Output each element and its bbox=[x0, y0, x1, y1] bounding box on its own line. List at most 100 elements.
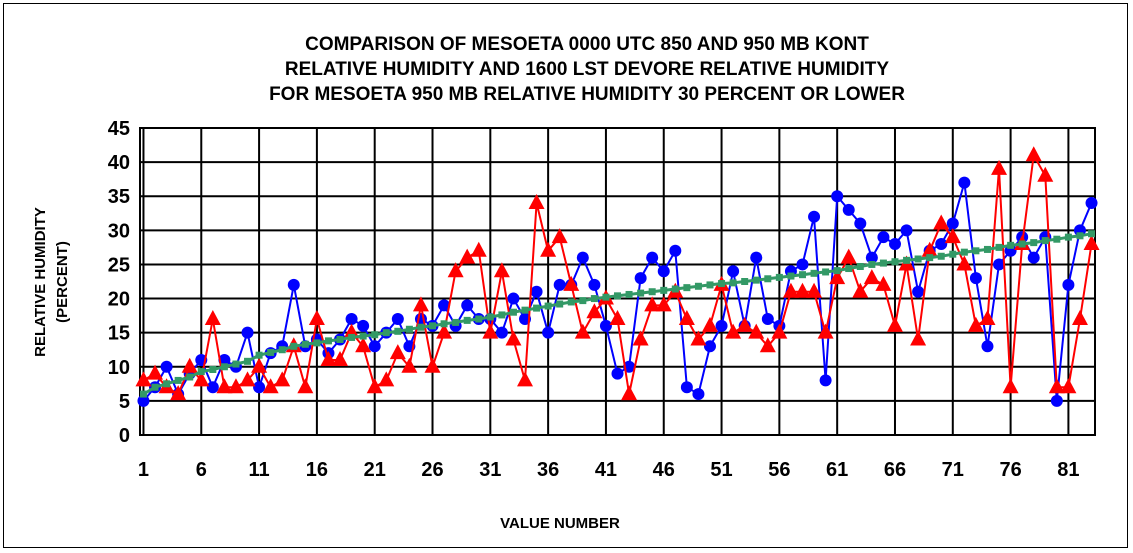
data-point bbox=[969, 272, 982, 285]
data-point bbox=[553, 278, 566, 291]
data-point bbox=[297, 378, 314, 394]
data-point bbox=[186, 373, 194, 381]
data-point bbox=[1002, 378, 1019, 394]
data-point bbox=[438, 299, 451, 312]
data-point bbox=[660, 286, 668, 294]
data-point bbox=[507, 292, 520, 305]
y-tick-label: 35 bbox=[108, 186, 130, 208]
data-point bbox=[382, 329, 390, 337]
x-tick-label: 31 bbox=[479, 459, 501, 481]
data-point bbox=[417, 323, 425, 331]
data-point bbox=[563, 275, 580, 291]
x-tick-label: 56 bbox=[768, 459, 790, 481]
data-point bbox=[206, 381, 219, 394]
chart-title-line: RELATIVE HUMIDITY AND 1600 LST DEVORE RE… bbox=[285, 59, 890, 80]
data-point bbox=[683, 284, 691, 292]
data-point bbox=[540, 241, 557, 257]
data-point bbox=[718, 280, 726, 288]
data-point bbox=[345, 313, 358, 326]
y-tick-label: 40 bbox=[108, 152, 130, 174]
data-point bbox=[819, 374, 832, 387]
data-point bbox=[817, 323, 834, 339]
data-point bbox=[232, 360, 240, 368]
data-point bbox=[764, 275, 772, 283]
data-point bbox=[290, 342, 298, 350]
data-point bbox=[389, 344, 406, 360]
data-point bbox=[748, 323, 765, 339]
data-point bbox=[715, 319, 728, 332]
data-point bbox=[991, 159, 1008, 175]
data-point bbox=[1062, 278, 1075, 291]
chart-series bbox=[135, 146, 1100, 407]
data-point bbox=[877, 231, 890, 244]
data-point bbox=[391, 313, 404, 326]
data-point bbox=[244, 357, 252, 365]
data-point bbox=[671, 285, 679, 293]
data-point bbox=[371, 331, 379, 339]
data-point bbox=[482, 323, 499, 339]
data-point bbox=[1064, 233, 1072, 241]
data-point bbox=[255, 351, 263, 359]
data-point bbox=[528, 194, 545, 210]
data-point bbox=[1041, 237, 1049, 245]
data-point bbox=[139, 390, 147, 398]
data-point bbox=[692, 388, 705, 401]
x-tick-label: 41 bbox=[595, 459, 617, 481]
data-point bbox=[551, 228, 568, 244]
data-point bbox=[1030, 239, 1038, 247]
data-point bbox=[216, 378, 233, 394]
data-point bbox=[822, 268, 830, 276]
data-point bbox=[320, 350, 337, 366]
data-point bbox=[241, 326, 254, 339]
data-point bbox=[958, 176, 971, 189]
series-square bbox=[139, 230, 1096, 398]
data-point bbox=[981, 340, 994, 353]
y-axis-label-line: RELATIVE HUMIDITY bbox=[32, 207, 49, 357]
data-point bbox=[394, 327, 402, 335]
data-point bbox=[579, 297, 587, 305]
data-point bbox=[147, 364, 164, 380]
data-point bbox=[1060, 378, 1077, 394]
data-point bbox=[486, 313, 494, 321]
y-tick-label: 45 bbox=[108, 118, 130, 140]
data-point bbox=[368, 340, 381, 353]
data-point bbox=[690, 330, 707, 346]
data-point bbox=[359, 332, 367, 340]
data-point bbox=[204, 310, 221, 326]
data-point bbox=[1048, 378, 1065, 394]
data-point bbox=[806, 282, 823, 298]
data-point bbox=[634, 272, 647, 285]
data-point bbox=[530, 285, 543, 298]
data-point bbox=[854, 217, 867, 230]
data-point bbox=[644, 296, 661, 312]
data-point bbox=[983, 245, 991, 253]
x-tick-labels: 1 6 11 16 21 26 31 36 41 46 51 56 61 66 71 76 81 bbox=[138, 459, 1080, 481]
y-tick-label: 0 bbox=[119, 425, 130, 447]
data-point bbox=[655, 296, 672, 312]
data-point bbox=[995, 243, 1003, 251]
data-point bbox=[197, 368, 205, 376]
data-point bbox=[946, 217, 959, 230]
data-point bbox=[863, 269, 880, 285]
data-point bbox=[729, 279, 737, 287]
data-point bbox=[903, 256, 911, 264]
y-tick-label: 15 bbox=[108, 323, 130, 345]
data-point bbox=[590, 295, 598, 303]
data-point bbox=[1071, 310, 1088, 326]
data-point bbox=[218, 353, 231, 366]
data-point bbox=[703, 340, 716, 353]
x-tick-label: 11 bbox=[249, 459, 270, 481]
data-point bbox=[701, 316, 718, 332]
data-point bbox=[355, 337, 372, 353]
data-point bbox=[251, 357, 268, 373]
data-point bbox=[865, 251, 878, 264]
data-point bbox=[1037, 166, 1054, 182]
data-point bbox=[646, 251, 659, 264]
data-point bbox=[886, 316, 903, 332]
data-point bbox=[412, 296, 429, 312]
x-axis-label: VALUE NUMBER bbox=[500, 515, 620, 532]
data-point bbox=[137, 394, 150, 407]
data-point bbox=[336, 335, 344, 343]
data-point bbox=[135, 371, 152, 387]
plot-area bbox=[139, 127, 1096, 436]
